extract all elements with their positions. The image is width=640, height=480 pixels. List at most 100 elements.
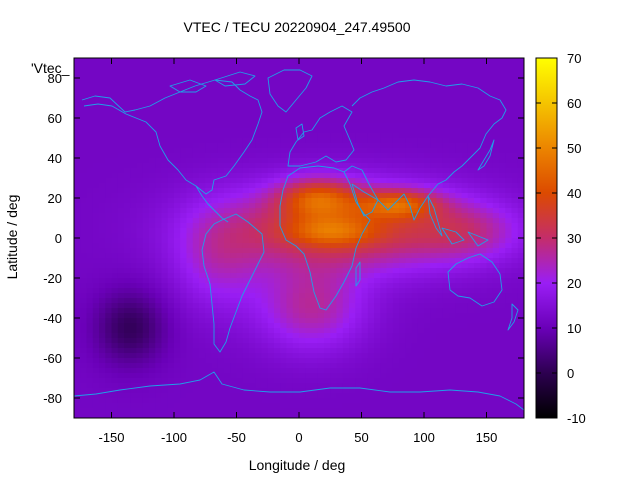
heat-cell <box>342 213 350 219</box>
heat-cell <box>511 213 519 219</box>
heat-cell <box>461 353 469 359</box>
heat-cell <box>311 308 319 314</box>
heat-cell <box>342 313 350 319</box>
heat-cell <box>186 333 194 339</box>
heat-cell <box>361 293 369 299</box>
heat-cell <box>167 238 175 244</box>
heat-cell <box>124 288 131 294</box>
heat-cell <box>142 388 150 394</box>
heat-cell <box>74 108 81 114</box>
heat-cell <box>374 103 381 109</box>
heat-cell <box>180 73 188 79</box>
heat-cell <box>99 323 106 329</box>
heat-cell <box>180 398 188 404</box>
heat-cell <box>455 358 463 364</box>
heat-cell <box>305 173 313 179</box>
heat-cell <box>430 153 438 159</box>
heat-cell <box>99 388 106 394</box>
heat-cell <box>80 383 88 389</box>
heat-cell <box>161 128 169 134</box>
heat-cell <box>80 228 88 234</box>
heat-cell <box>224 58 231 64</box>
heat-cell <box>442 58 450 64</box>
heat-cell <box>405 193 413 199</box>
heat-cell <box>174 288 181 294</box>
heat-cell <box>499 213 506 219</box>
heat-cell <box>430 273 438 279</box>
heat-cell <box>336 268 344 274</box>
heat-cell <box>374 113 381 119</box>
heat-cell <box>424 313 431 319</box>
heat-cell <box>136 128 144 134</box>
heat-cell <box>161 143 169 149</box>
heat-cell <box>499 108 506 114</box>
heat-cell <box>274 298 281 304</box>
heat-cell <box>411 373 419 379</box>
heat-cell <box>442 363 450 369</box>
heat-cell <box>117 223 125 229</box>
heat-cell <box>117 293 125 299</box>
heat-cell <box>186 138 194 144</box>
heat-cell <box>136 203 144 209</box>
heat-cell <box>192 303 200 309</box>
heat-cell <box>311 303 319 309</box>
heat-cell <box>449 183 456 189</box>
heat-cell <box>292 308 300 314</box>
heat-cell <box>249 183 256 189</box>
heat-cell <box>186 88 194 94</box>
heat-cell <box>267 108 275 114</box>
heat-cell <box>217 93 225 99</box>
heat-cell <box>86 263 94 269</box>
heat-cell <box>167 103 175 109</box>
heat-cell <box>424 58 431 64</box>
heat-cell <box>230 143 238 149</box>
heat-cell <box>292 83 300 89</box>
heat-cell <box>361 203 369 209</box>
heat-cell <box>99 168 106 174</box>
heat-cell <box>374 323 381 329</box>
heat-cell <box>405 308 413 314</box>
heat-cell <box>317 58 325 64</box>
heat-cell <box>317 218 325 224</box>
heat-cell <box>124 218 131 224</box>
heat-cell <box>230 188 238 194</box>
heat-cell <box>105 293 113 299</box>
heat-cell <box>155 58 163 64</box>
heat-cell <box>261 383 269 389</box>
heat-cell <box>255 258 263 264</box>
heat-cell <box>217 83 225 89</box>
heat-cell <box>255 288 263 294</box>
heat-cell <box>199 78 206 84</box>
heat-cell <box>267 58 275 64</box>
heat-cell <box>136 343 144 349</box>
heat-cell <box>280 168 288 174</box>
heat-cell <box>236 103 244 109</box>
heat-cell <box>155 298 163 304</box>
heat-cell <box>342 198 350 204</box>
heat-cell <box>492 103 500 109</box>
heat-cell <box>336 223 344 229</box>
heat-cell <box>99 103 106 109</box>
heat-cell <box>449 378 456 384</box>
heat-cell <box>380 348 388 354</box>
heat-cell <box>461 68 469 74</box>
heat-cell <box>142 103 150 109</box>
heat-cell <box>305 148 313 154</box>
heat-cell <box>436 363 444 369</box>
heat-cell <box>167 223 175 229</box>
heat-cell <box>455 133 463 139</box>
heat-cell <box>467 363 475 369</box>
heat-cell <box>86 318 94 324</box>
heat-cell <box>474 328 481 334</box>
heat-cell <box>186 68 194 74</box>
heat-cell <box>167 298 175 304</box>
heat-cell <box>211 313 219 319</box>
heat-cell <box>92 78 100 84</box>
heat-cell <box>224 263 231 269</box>
heat-cell <box>105 63 113 69</box>
heat-cell <box>230 338 238 344</box>
heat-cell <box>211 93 219 99</box>
heat-cell <box>174 118 181 124</box>
heat-cell <box>230 153 238 159</box>
